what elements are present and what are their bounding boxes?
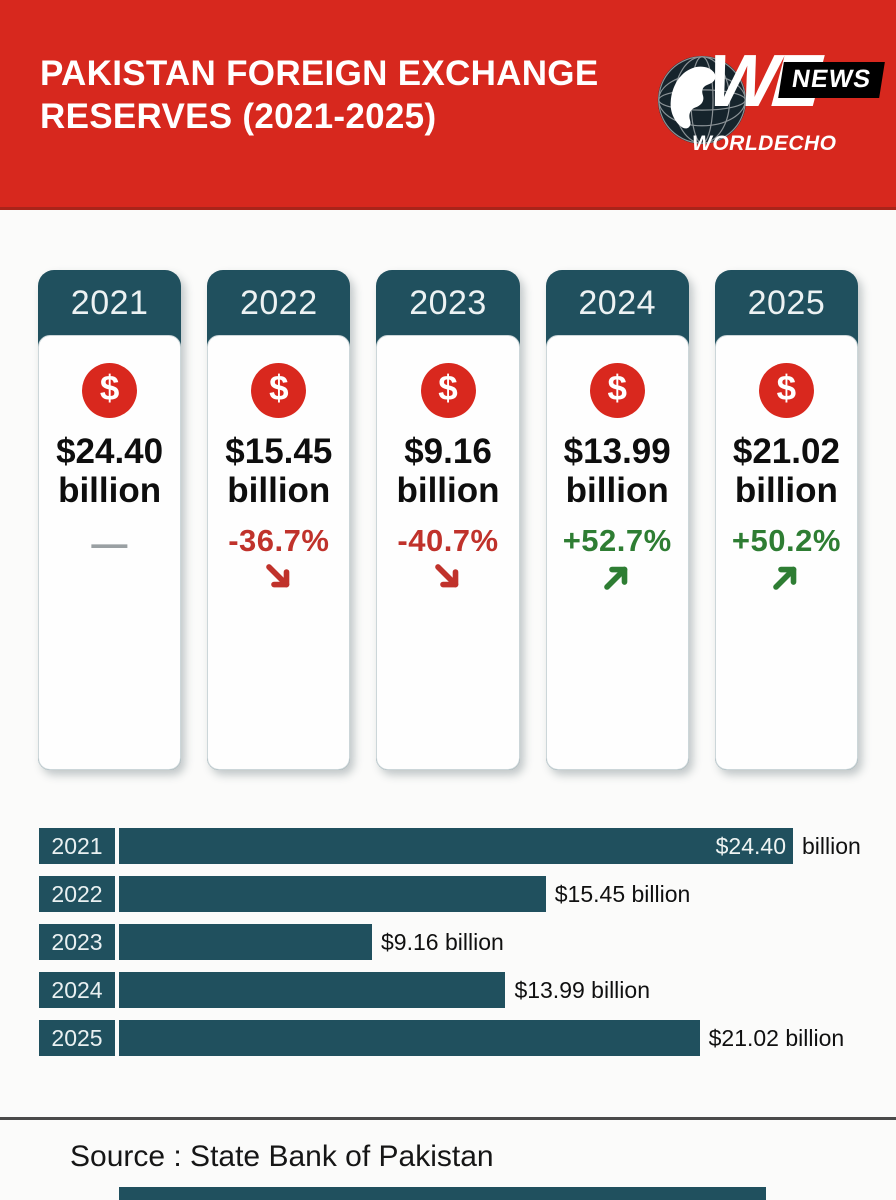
reserves-bar-chart: 2021 $24.40 billion 2022 $15.45 billion …	[39, 828, 861, 1068]
dollar-icon: $	[589, 363, 645, 418]
bar-row-2025: 2025 $21.02 billion	[39, 1020, 844, 1056]
change-indicator: -36.7%	[228, 523, 329, 594]
reserve-value: $21.02 billion	[732, 432, 840, 510]
globe-icon	[656, 54, 748, 151]
card-header: 2022	[207, 270, 350, 344]
card-body: $ $15.45 billion -36.7%	[207, 335, 351, 770]
reserve-value: $13.99 billion	[563, 432, 671, 510]
bar-2023	[119, 924, 373, 960]
card-body: $ $21.02 billion +50.2%	[714, 335, 859, 770]
value-unit: billion	[227, 470, 331, 510]
card-year: 2022	[239, 283, 318, 322]
value-amount: $21.02	[732, 432, 840, 471]
card-header: 2023	[376, 270, 519, 344]
bar-track: $21.02 billion	[119, 1020, 844, 1056]
bar-value-inside: $24.40	[715, 832, 786, 859]
card-2024: 2024 $ $13.99 billion +52.7%	[545, 270, 689, 770]
card-header: 2024	[546, 270, 689, 344]
bar-track: $9.16 billion	[119, 924, 793, 960]
bar-year-label: 2023	[39, 924, 115, 960]
bar-value-outside: $13.99 billion	[514, 976, 650, 1003]
bar-2024	[119, 972, 506, 1008]
trend-down-icon	[397, 562, 498, 594]
bar-track: $15.45 billion	[119, 876, 793, 912]
card-year: 2024	[578, 283, 657, 322]
card-year: 2025	[747, 283, 826, 322]
bar-value-outside: $9.16 billion	[381, 928, 504, 955]
value-amount: $9.16	[404, 432, 492, 471]
card-header: 2025	[715, 270, 858, 344]
page-title: PAKISTAN FOREIGN EXCHANGE RESERVES (2021…	[40, 54, 599, 137]
change-indicator: —	[91, 523, 128, 565]
reserve-value: $9.16 billion	[396, 432, 500, 510]
worldecho-news-logo: WE NEWS WORLDECHO	[656, 39, 885, 155]
value-amount: $24.40	[56, 432, 164, 471]
year-cards: 2021 $ $24.40 billion — 2022 $ $15.45 bi…	[38, 270, 859, 770]
card-body: $ $13.99 billion +52.7%	[545, 335, 689, 770]
reserve-value: $15.45 billion	[225, 432, 333, 510]
change-indicator: -40.7%	[397, 523, 498, 594]
change-value: -36.7%	[228, 523, 330, 558]
news-badge: NEWS	[778, 62, 885, 98]
card-body: $ $9.16 billion -40.7%	[376, 335, 520, 770]
bar-value-outside: $21.02 billion	[708, 1024, 845, 1051]
value-amount: $15.45	[225, 432, 333, 471]
card-2022: 2022 $ $15.45 billion -36.7%	[207, 270, 351, 770]
trend-up-icon	[563, 562, 672, 594]
change-value: -40.7%	[397, 523, 499, 558]
card-year: 2023	[409, 283, 487, 322]
bar-2022	[119, 876, 546, 912]
trend-up-icon	[732, 562, 841, 594]
value-amount: $13.99	[563, 432, 671, 471]
value-unit: billion	[734, 470, 838, 510]
card-2025: 2025 $ $21.02 billion +50.2%	[714, 270, 859, 770]
bottom-teal-strip	[119, 1187, 766, 1200]
bar-2021: $24.40	[119, 828, 793, 864]
card-header: 2021	[38, 270, 181, 344]
bar-value-outside: $15.45 billion	[554, 880, 691, 907]
trend-down-icon	[228, 562, 329, 594]
bar-row-2024: 2024 $13.99 billion	[39, 972, 793, 1008]
value-unit: billion	[396, 470, 500, 510]
change-value: +52.7%	[562, 523, 672, 558]
card-2021: 2021 $ $24.40 billion —	[38, 270, 182, 770]
bar-year-label: 2021	[39, 828, 115, 864]
bar-track: $24.40 billion	[119, 828, 861, 864]
change-indicator: +52.7%	[563, 523, 672, 594]
footer-divider	[0, 1117, 896, 1120]
bar-year-label: 2024	[39, 972, 115, 1008]
logo-brand-name: WORLDECHO	[692, 132, 837, 155]
change-indicator: +50.2%	[732, 523, 841, 594]
bar-track: $13.99 billion	[119, 972, 793, 1008]
bar-year-label: 2022	[39, 876, 115, 912]
dollar-icon: $	[420, 363, 476, 418]
bar-row-2023: 2023 $9.16 billion	[39, 924, 793, 960]
bar-2025	[119, 1020, 700, 1056]
dollar-icon: $	[82, 363, 138, 418]
card-2023: 2023 $ $9.16 billion -40.7%	[376, 270, 520, 770]
dollar-icon: $	[758, 363, 814, 418]
bar-row-2022: 2022 $15.45 billion	[39, 876, 793, 912]
bar-value-outside: billion	[802, 832, 861, 859]
dollar-icon: $	[251, 363, 307, 418]
value-unit: billion	[565, 470, 669, 510]
change-value: +50.2%	[731, 523, 841, 558]
card-year: 2021	[70, 283, 149, 322]
header-banner: PAKISTAN FOREIGN EXCHANGE RESERVES (2021…	[0, 0, 896, 210]
card-body: $ $24.40 billion —	[38, 335, 182, 770]
value-unit: billion	[58, 470, 162, 510]
reserve-value: $24.40 billion	[56, 432, 164, 510]
change-value: —	[91, 523, 128, 564]
bar-row-2021: 2021 $24.40 billion	[39, 828, 861, 864]
source-attribution: Source : State Bank of Pakistan	[70, 1140, 494, 1173]
bar-year-label: 2025	[39, 1020, 115, 1056]
